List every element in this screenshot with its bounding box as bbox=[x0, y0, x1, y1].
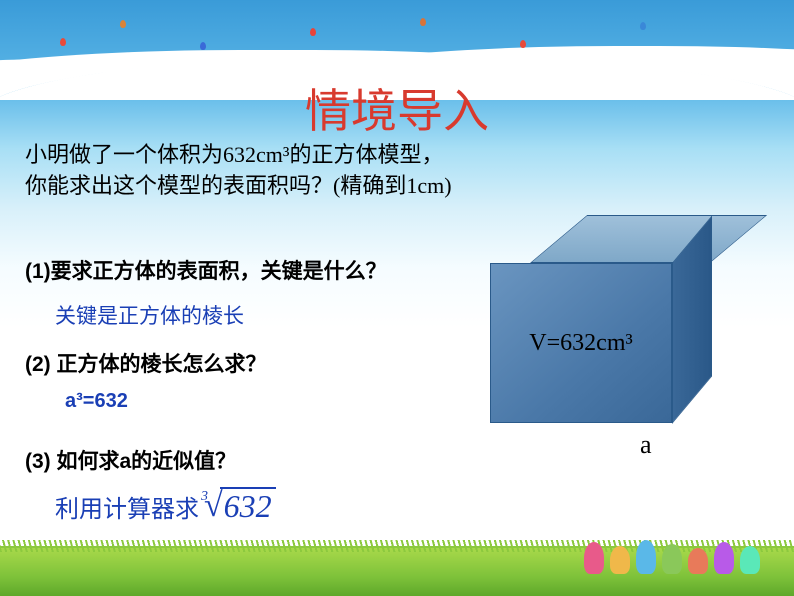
answer-2: a³=632 bbox=[65, 390, 128, 413]
kid-icon bbox=[688, 548, 708, 574]
answer-1: 关键是正方体的棱长 bbox=[55, 300, 244, 330]
cube-edge-label: a bbox=[640, 430, 652, 460]
question-1: (1)要求正方体的表面积，关键是什么？ bbox=[25, 255, 387, 285]
balloon-icon bbox=[420, 18, 426, 26]
kid-icon bbox=[636, 540, 656, 574]
balloon-icon bbox=[640, 22, 646, 30]
question-3: (3) 如何求a的近似值？ bbox=[25, 445, 236, 475]
kid-icon bbox=[714, 542, 734, 574]
answer-3: 利用计算器求 3 √ 632 bbox=[55, 487, 276, 525]
kid-icon bbox=[610, 546, 630, 574]
balloon-icon bbox=[200, 42, 206, 50]
kid-icon bbox=[662, 544, 682, 574]
cartoon-kids bbox=[584, 524, 764, 574]
cube-front-face: V=632cm³ bbox=[490, 263, 672, 423]
balloon-icon bbox=[120, 20, 126, 28]
kid-icon bbox=[740, 546, 760, 574]
cube-diagram: V=632cm³ bbox=[490, 215, 750, 455]
balloon-icon bbox=[310, 28, 316, 36]
balloon-icon bbox=[60, 38, 66, 46]
cube-volume-label: V=632cm³ bbox=[529, 330, 632, 357]
answer-3-prefix: 利用计算器求 bbox=[55, 489, 199, 524]
cube-top-face bbox=[530, 215, 767, 263]
question-2: (2) 正方体的棱长怎么求？ bbox=[25, 348, 267, 378]
page-title: 情境导入 bbox=[0, 75, 794, 141]
cube-root-expression: 3 √ 632 bbox=[201, 487, 276, 525]
radical-argument: 632 bbox=[220, 487, 276, 524]
problem-text: 小明做了一个体积为632cm³的正方体模型，你能求出这个模型的表面积吗？(精确到… bbox=[25, 140, 465, 202]
kid-icon bbox=[584, 542, 604, 574]
balloon-icon bbox=[520, 40, 526, 48]
